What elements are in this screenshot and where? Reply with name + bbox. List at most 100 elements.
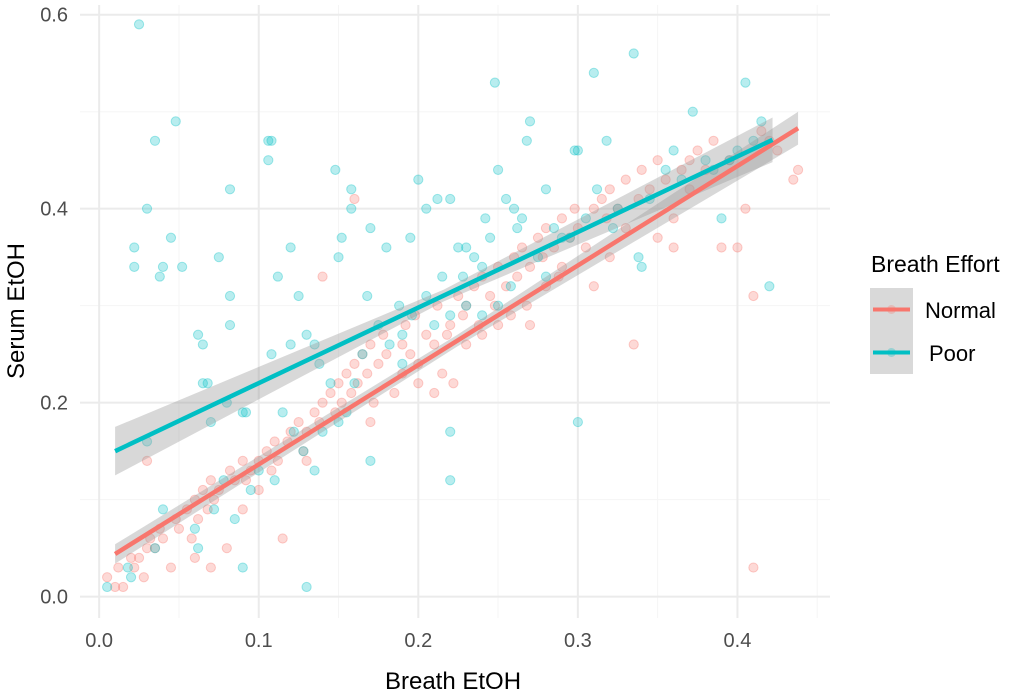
legend-key-point-poor (887, 348, 896, 357)
point-poor (716, 213, 727, 224)
point-poor (269, 475, 280, 486)
point-normal (668, 242, 679, 253)
point-poor (445, 310, 456, 321)
legend-label-normal: Normal (925, 298, 996, 323)
point-poor (687, 106, 698, 117)
point-poor (285, 242, 296, 253)
point-normal (325, 387, 336, 399)
x-axis-ticks: 0.0 0.1 0.2 0.3 0.4 (85, 630, 751, 652)
point-poor (397, 358, 408, 369)
point-normal (237, 455, 248, 466)
point-poor (365, 455, 376, 466)
point-normal (365, 416, 376, 428)
y-tick-label: 0.4 (40, 199, 68, 221)
point-normal (461, 300, 472, 311)
point-normal (432, 300, 443, 311)
point-poor (125, 572, 137, 583)
point-normal (748, 562, 759, 573)
point-poor (357, 349, 368, 360)
point-poor (384, 339, 395, 350)
point-normal (429, 339, 440, 350)
point-poor (540, 271, 552, 282)
point-poor (636, 261, 647, 272)
point-poor (516, 213, 528, 224)
point-normal (277, 533, 288, 544)
point-normal (684, 155, 695, 166)
point-normal (524, 261, 536, 272)
point-poor (122, 562, 133, 573)
point-poor (133, 19, 145, 30)
point-poor (580, 213, 591, 224)
point-poor (349, 378, 360, 389)
y-axis-ticks: 0.0 0.2 0.4 0.6 (40, 5, 68, 609)
point-poor (229, 513, 240, 525)
x-tick-label: 0.0 (85, 630, 113, 652)
point-poor (245, 484, 256, 496)
point-poor (421, 203, 432, 214)
point-poor (149, 135, 161, 146)
legend-title: Breath Effort (871, 251, 1000, 277)
point-poor (208, 504, 220, 515)
point-normal (604, 184, 615, 195)
point-poor (298, 446, 309, 457)
point-poor (266, 349, 277, 360)
x-tick-label: 0.1 (245, 630, 273, 652)
point-normal (604, 252, 615, 263)
point-normal (792, 164, 804, 175)
point-normal (266, 465, 277, 476)
point-poor (572, 145, 583, 156)
y-tick-label: 0.2 (40, 393, 68, 415)
point-normal (269, 436, 280, 447)
point-normal (362, 368, 373, 379)
point-normal (117, 581, 129, 593)
point-poor (397, 329, 408, 340)
point-normal (133, 552, 145, 563)
point-poor (591, 184, 603, 195)
point-poor (157, 261, 169, 272)
point-normal (492, 319, 504, 331)
point-poor (285, 339, 296, 350)
point-normal (692, 145, 703, 156)
point-poor (149, 543, 161, 554)
point-poor (224, 184, 236, 195)
point-poor (748, 135, 759, 146)
point-poor (330, 164, 341, 175)
point-poor (192, 329, 204, 340)
confidence-band-normal (115, 111, 799, 564)
point-poor (700, 155, 711, 166)
point-poor (505, 281, 516, 292)
point-normal (516, 242, 528, 253)
point-poor (277, 407, 288, 418)
point-normal (485, 290, 496, 302)
point-normal (660, 174, 671, 185)
point-normal (652, 155, 663, 166)
point-poor (485, 232, 496, 243)
point-normal (429, 387, 440, 399)
point-normal (540, 222, 552, 234)
point-normal (240, 475, 252, 486)
point-normal (620, 222, 631, 234)
point-normal (346, 387, 357, 399)
point-normal (113, 562, 124, 573)
point-poor (477, 310, 488, 321)
point-normal (352, 378, 363, 389)
point-poor (469, 252, 480, 263)
point-poor (129, 242, 140, 253)
point-normal (413, 378, 424, 389)
point-normal (580, 242, 591, 253)
point-normal (317, 397, 328, 408)
point-normal (186, 533, 197, 544)
point-normal (556, 261, 568, 272)
point-poor (102, 581, 113, 593)
point-normal (165, 562, 177, 573)
point-poor (601, 135, 612, 146)
point-normal (437, 368, 448, 379)
point-normal (537, 252, 548, 263)
legend-label-poor: Poor (929, 341, 975, 366)
y-tick-label: 0.0 (40, 587, 68, 609)
point-poor (263, 135, 274, 146)
point-normal (138, 572, 149, 583)
point-normal (644, 184, 655, 195)
point-poor (477, 261, 488, 272)
point-poor (362, 290, 373, 302)
